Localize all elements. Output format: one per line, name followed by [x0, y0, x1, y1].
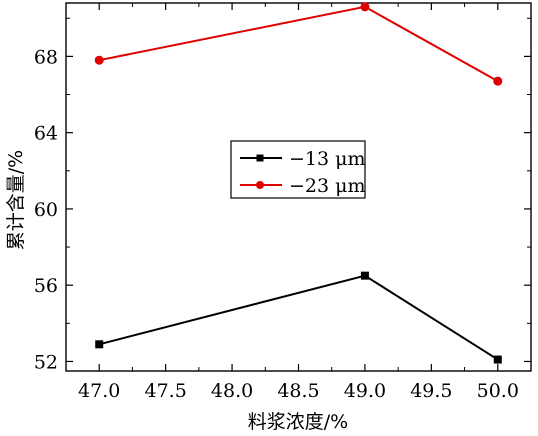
y-tick-label: 64 — [34, 123, 58, 145]
data-point-circle — [493, 76, 503, 86]
y-tick-label: 52 — [34, 351, 58, 373]
x-tick-label: 47.5 — [144, 380, 186, 402]
y-axis-title: 累计含量/% — [5, 150, 27, 250]
x-tick-label: 47.0 — [78, 380, 120, 402]
y-tick-label: 60 — [34, 199, 58, 221]
tick-labels: 47.0 47.5 48.0 48.5 49.0 49.5 50.0 52 56 60 64 68 — [34, 46, 519, 402]
series-line-0 — [98, 274, 499, 361]
data-point-square — [360, 271, 369, 280]
x-tick-label: 49.5 — [410, 380, 452, 402]
y-tick-label: 68 — [34, 46, 58, 68]
x-tick-label: 48.5 — [277, 380, 319, 402]
legend: −13 μm −23 μm — [230, 140, 366, 199]
series-layer — [94, 2, 503, 364]
x-tick-label: 49.0 — [344, 380, 386, 402]
x-tick-label: 50.0 — [477, 380, 519, 402]
legend-marker-series-1 — [256, 181, 264, 189]
series-1 — [94, 2, 503, 86]
data-point-square — [95, 340, 104, 349]
series-line-1 — [99, 5, 499, 83]
data-point-square — [493, 355, 502, 364]
legend-label-series-1: −23 μm — [289, 175, 366, 197]
data-point-circle — [94, 55, 104, 65]
data-point-circle — [360, 2, 370, 12]
legend-label-series-0: −13 μm — [289, 148, 366, 170]
x-axis-title: 料浆浓度/% — [248, 411, 348, 433]
y-tick-label: 56 — [34, 275, 58, 297]
legend-box — [230, 140, 366, 199]
x-tick-label: 48.0 — [211, 380, 253, 402]
legend-marker-series-0 — [256, 154, 264, 162]
series-0 — [95, 271, 502, 364]
